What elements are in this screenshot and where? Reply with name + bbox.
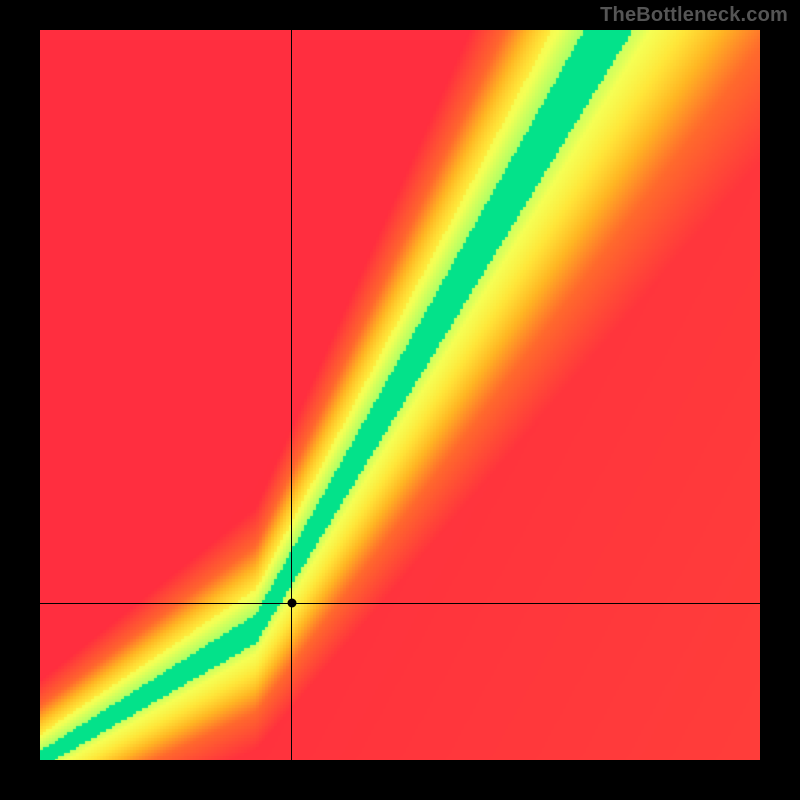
figure-root: TheBottleneck.com	[0, 0, 800, 800]
crosshair-dot	[288, 599, 297, 608]
crosshair-horizontal	[40, 603, 760, 604]
crosshair-vertical	[291, 30, 292, 760]
watermark-text: TheBottleneck.com	[600, 4, 788, 27]
heatmap-canvas	[40, 30, 760, 760]
heatmap-plot	[40, 30, 760, 760]
